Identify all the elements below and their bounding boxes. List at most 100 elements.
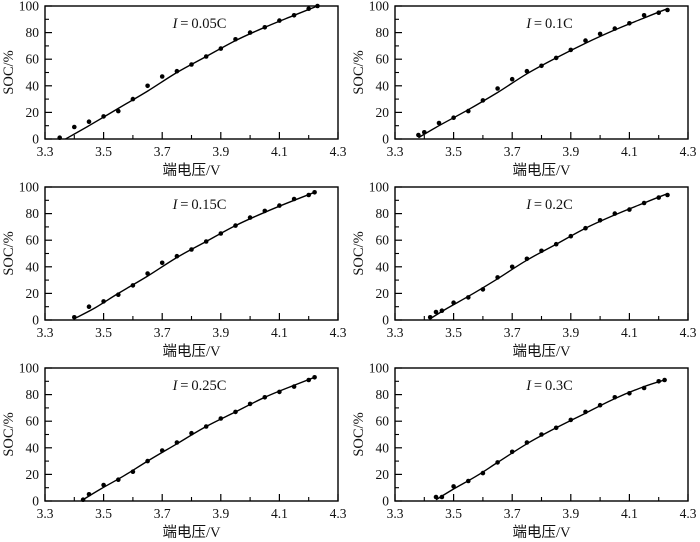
y-tick-label: 40 xyxy=(26,78,40,93)
x-tick-label: 3.5 xyxy=(445,506,462,521)
x-tick-label: 3.7 xyxy=(504,144,521,159)
y-tick-label: 60 xyxy=(26,233,40,248)
data-point xyxy=(665,192,670,198)
y-tick-label: 40 xyxy=(26,259,40,274)
x-axis-label: 端电压/V xyxy=(513,162,572,179)
data-point xyxy=(509,264,515,270)
data-point xyxy=(86,492,92,497)
data-point xyxy=(480,470,486,476)
chart-0.1c: 3.3 3.5 3.7 3.9 4.1 4.3 0 20 40 60 80 100 端电压/V SOC/%… xyxy=(351,0,697,179)
data-point xyxy=(218,416,224,421)
x-axis-label: 端电压/V xyxy=(513,524,572,541)
data-point xyxy=(101,299,106,304)
x-tick-label: 4.1 xyxy=(271,325,288,340)
data-point xyxy=(233,37,238,42)
y-tick-label: 60 xyxy=(26,52,40,67)
data-point xyxy=(116,477,121,482)
y-tick-label: 20 xyxy=(376,467,390,482)
data-point xyxy=(612,211,618,216)
data-point xyxy=(427,315,433,320)
data-point xyxy=(86,304,92,309)
data-point xyxy=(145,458,150,464)
data-point xyxy=(312,375,317,380)
x-tick-label: 3.9 xyxy=(212,325,229,340)
data-point xyxy=(203,54,209,59)
y-axis-label: SOC/% xyxy=(351,412,367,456)
x-tick-label: 3.9 xyxy=(562,325,579,340)
data-point xyxy=(524,256,530,262)
data-point xyxy=(422,130,427,135)
x-axis-label: 端电压/V xyxy=(163,343,222,360)
data-point xyxy=(262,208,268,214)
data-point xyxy=(159,74,165,79)
data-point xyxy=(466,108,471,114)
data-point xyxy=(315,3,320,9)
data-point xyxy=(451,115,456,120)
y-tick-label: 100 xyxy=(369,181,390,195)
x-tick-label: 3.5 xyxy=(445,325,462,340)
data-point xyxy=(466,478,471,484)
data-point xyxy=(233,409,238,415)
data-point xyxy=(130,283,136,288)
y-tick-label: 60 xyxy=(26,414,40,429)
x-tick-label: 3.3 xyxy=(37,325,54,340)
data-point xyxy=(480,98,486,103)
data-point xyxy=(72,315,77,320)
x-tick-label: 3.5 xyxy=(445,144,462,159)
x-tick-label: 3.3 xyxy=(37,144,54,159)
x-tick-label: 3.9 xyxy=(562,144,579,159)
data-point xyxy=(130,96,136,102)
x-tick-label: 4.1 xyxy=(621,325,638,340)
data-point xyxy=(524,68,530,74)
data-point xyxy=(86,119,92,124)
y-tick-label: 0 xyxy=(382,132,389,147)
data-point xyxy=(247,401,253,407)
y-tick-label: 0 xyxy=(32,313,39,328)
y-tick-label: 0 xyxy=(32,132,39,147)
x-tick-label: 4.3 xyxy=(330,506,347,521)
data-point xyxy=(662,377,667,383)
y-tick-label: 20 xyxy=(376,105,390,120)
x-tick-label: 3.9 xyxy=(562,506,579,521)
data-point xyxy=(174,253,180,259)
data-point xyxy=(439,494,445,500)
data-point xyxy=(277,203,282,208)
x-tick-label: 3.5 xyxy=(95,144,112,159)
data-point xyxy=(451,484,456,489)
data-point xyxy=(416,132,421,138)
y-tick-label: 40 xyxy=(376,78,390,93)
y-axis-label: SOC/% xyxy=(351,50,367,94)
data-point xyxy=(509,449,515,455)
data-point xyxy=(495,86,500,91)
data-point xyxy=(524,440,530,445)
y-tick-label: 80 xyxy=(376,387,390,402)
data-point xyxy=(218,46,224,51)
x-tick-label: 3.3 xyxy=(387,325,404,340)
data-point xyxy=(72,124,77,130)
data-point xyxy=(306,6,312,11)
y-tick-label: 80 xyxy=(26,206,40,221)
series-title: I = 0.1C xyxy=(525,16,573,32)
y-tick-label: 80 xyxy=(376,206,390,221)
y-tick-label: 0 xyxy=(32,494,39,509)
y-tick-label: 40 xyxy=(376,440,390,455)
data-point xyxy=(80,497,86,502)
series-title: I = 0.15C xyxy=(172,197,227,213)
subplot-0.2c: 3.3 3.5 3.7 3.9 4.1 4.3 0 20 40 60 80 100 端电压/V SOC/%… xyxy=(350,181,700,361)
x-tick-label: 4.1 xyxy=(271,506,288,521)
data-point xyxy=(189,247,194,252)
y-axis-label: SOC/% xyxy=(1,50,17,94)
data-point xyxy=(101,114,106,119)
y-tick-label: 80 xyxy=(376,25,390,40)
data-point xyxy=(665,7,670,13)
data-point xyxy=(539,63,544,69)
data-point xyxy=(57,135,62,140)
y-tick-label: 60 xyxy=(376,233,390,248)
y-tick-label: 60 xyxy=(376,414,390,429)
subplot-0.3c: 3.3 3.5 3.7 3.9 4.1 4.3 0 20 40 60 80 100 端电压/V SOC/%… xyxy=(350,362,700,542)
data-point xyxy=(583,409,588,415)
data-point xyxy=(568,417,574,423)
y-tick-label: 20 xyxy=(376,286,390,301)
data-point xyxy=(203,239,209,244)
x-tick-label: 4.1 xyxy=(271,144,288,159)
